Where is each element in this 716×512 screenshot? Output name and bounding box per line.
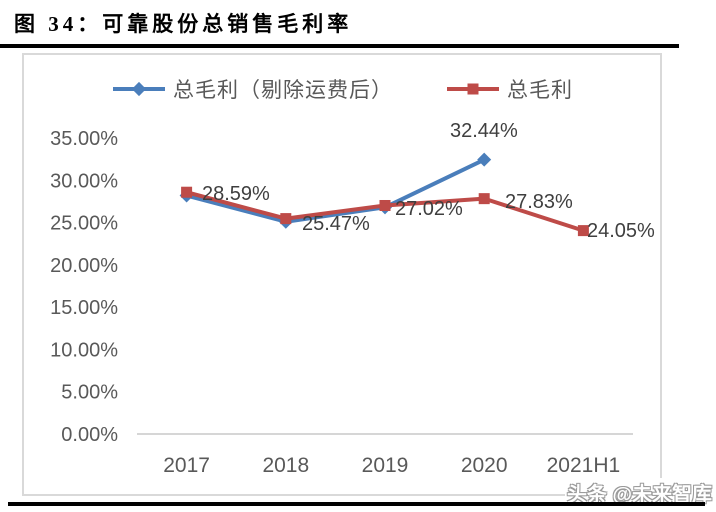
y-tick-label: 20.00% — [50, 255, 118, 277]
bottom-rule — [8, 502, 705, 506]
x-tick-label: 2018 — [262, 454, 309, 477]
data-label: 32.44% — [450, 120, 518, 142]
figure-title: 图 34：可靠股份总销售毛利率 — [14, 12, 353, 36]
red-line-square-marker-icon — [447, 83, 499, 95]
data-label: 24.05% — [587, 220, 655, 242]
y-tick-label: 10.00% — [50, 339, 118, 361]
y-tick-label: 30.00% — [50, 170, 118, 192]
square-icon — [467, 83, 479, 95]
blue-line-diamond-marker-icon — [113, 81, 165, 97]
diamond-marker — [477, 152, 492, 167]
y-tick-label: 15.00% — [50, 297, 118, 319]
data-label: 25.47% — [302, 213, 370, 235]
square-marker — [577, 225, 589, 237]
square-marker — [280, 213, 292, 225]
x-tick-label: 2021H1 — [547, 454, 621, 477]
y-tick-label: 0.00% — [61, 424, 118, 446]
y-tick-label: 5.00% — [61, 382, 118, 404]
legend-label-gross-margin: 总毛利 — [507, 78, 573, 102]
square-marker — [478, 193, 490, 205]
x-tick-label: 2017 — [163, 454, 210, 477]
legend-label-gross-margin-ex-freight: 总毛利（剔除运费后） — [173, 78, 393, 102]
square-marker — [181, 186, 193, 198]
y-tick-label: 25.00% — [50, 213, 118, 235]
square-marker — [379, 199, 391, 211]
x-tick-label: 2020 — [461, 454, 508, 477]
title-underline-rule — [0, 44, 679, 48]
y-tick-label: 35.00% — [50, 128, 118, 150]
data-label: 27.83% — [505, 191, 573, 213]
legend-item-gross-margin: 总毛利 — [447, 76, 573, 102]
chart-frame — [22, 53, 662, 496]
legend-item-gross-margin-ex-freight: 总毛利（剔除运费后） — [113, 76, 393, 102]
data-label: 27.02% — [395, 198, 463, 220]
series-line-0 — [186, 157, 486, 224]
data-label: 28.59% — [202, 183, 270, 205]
x-tick-label: 2019 — [362, 454, 409, 477]
chart-legend: 总毛利（剔除运费后） 总毛利 — [0, 76, 716, 102]
